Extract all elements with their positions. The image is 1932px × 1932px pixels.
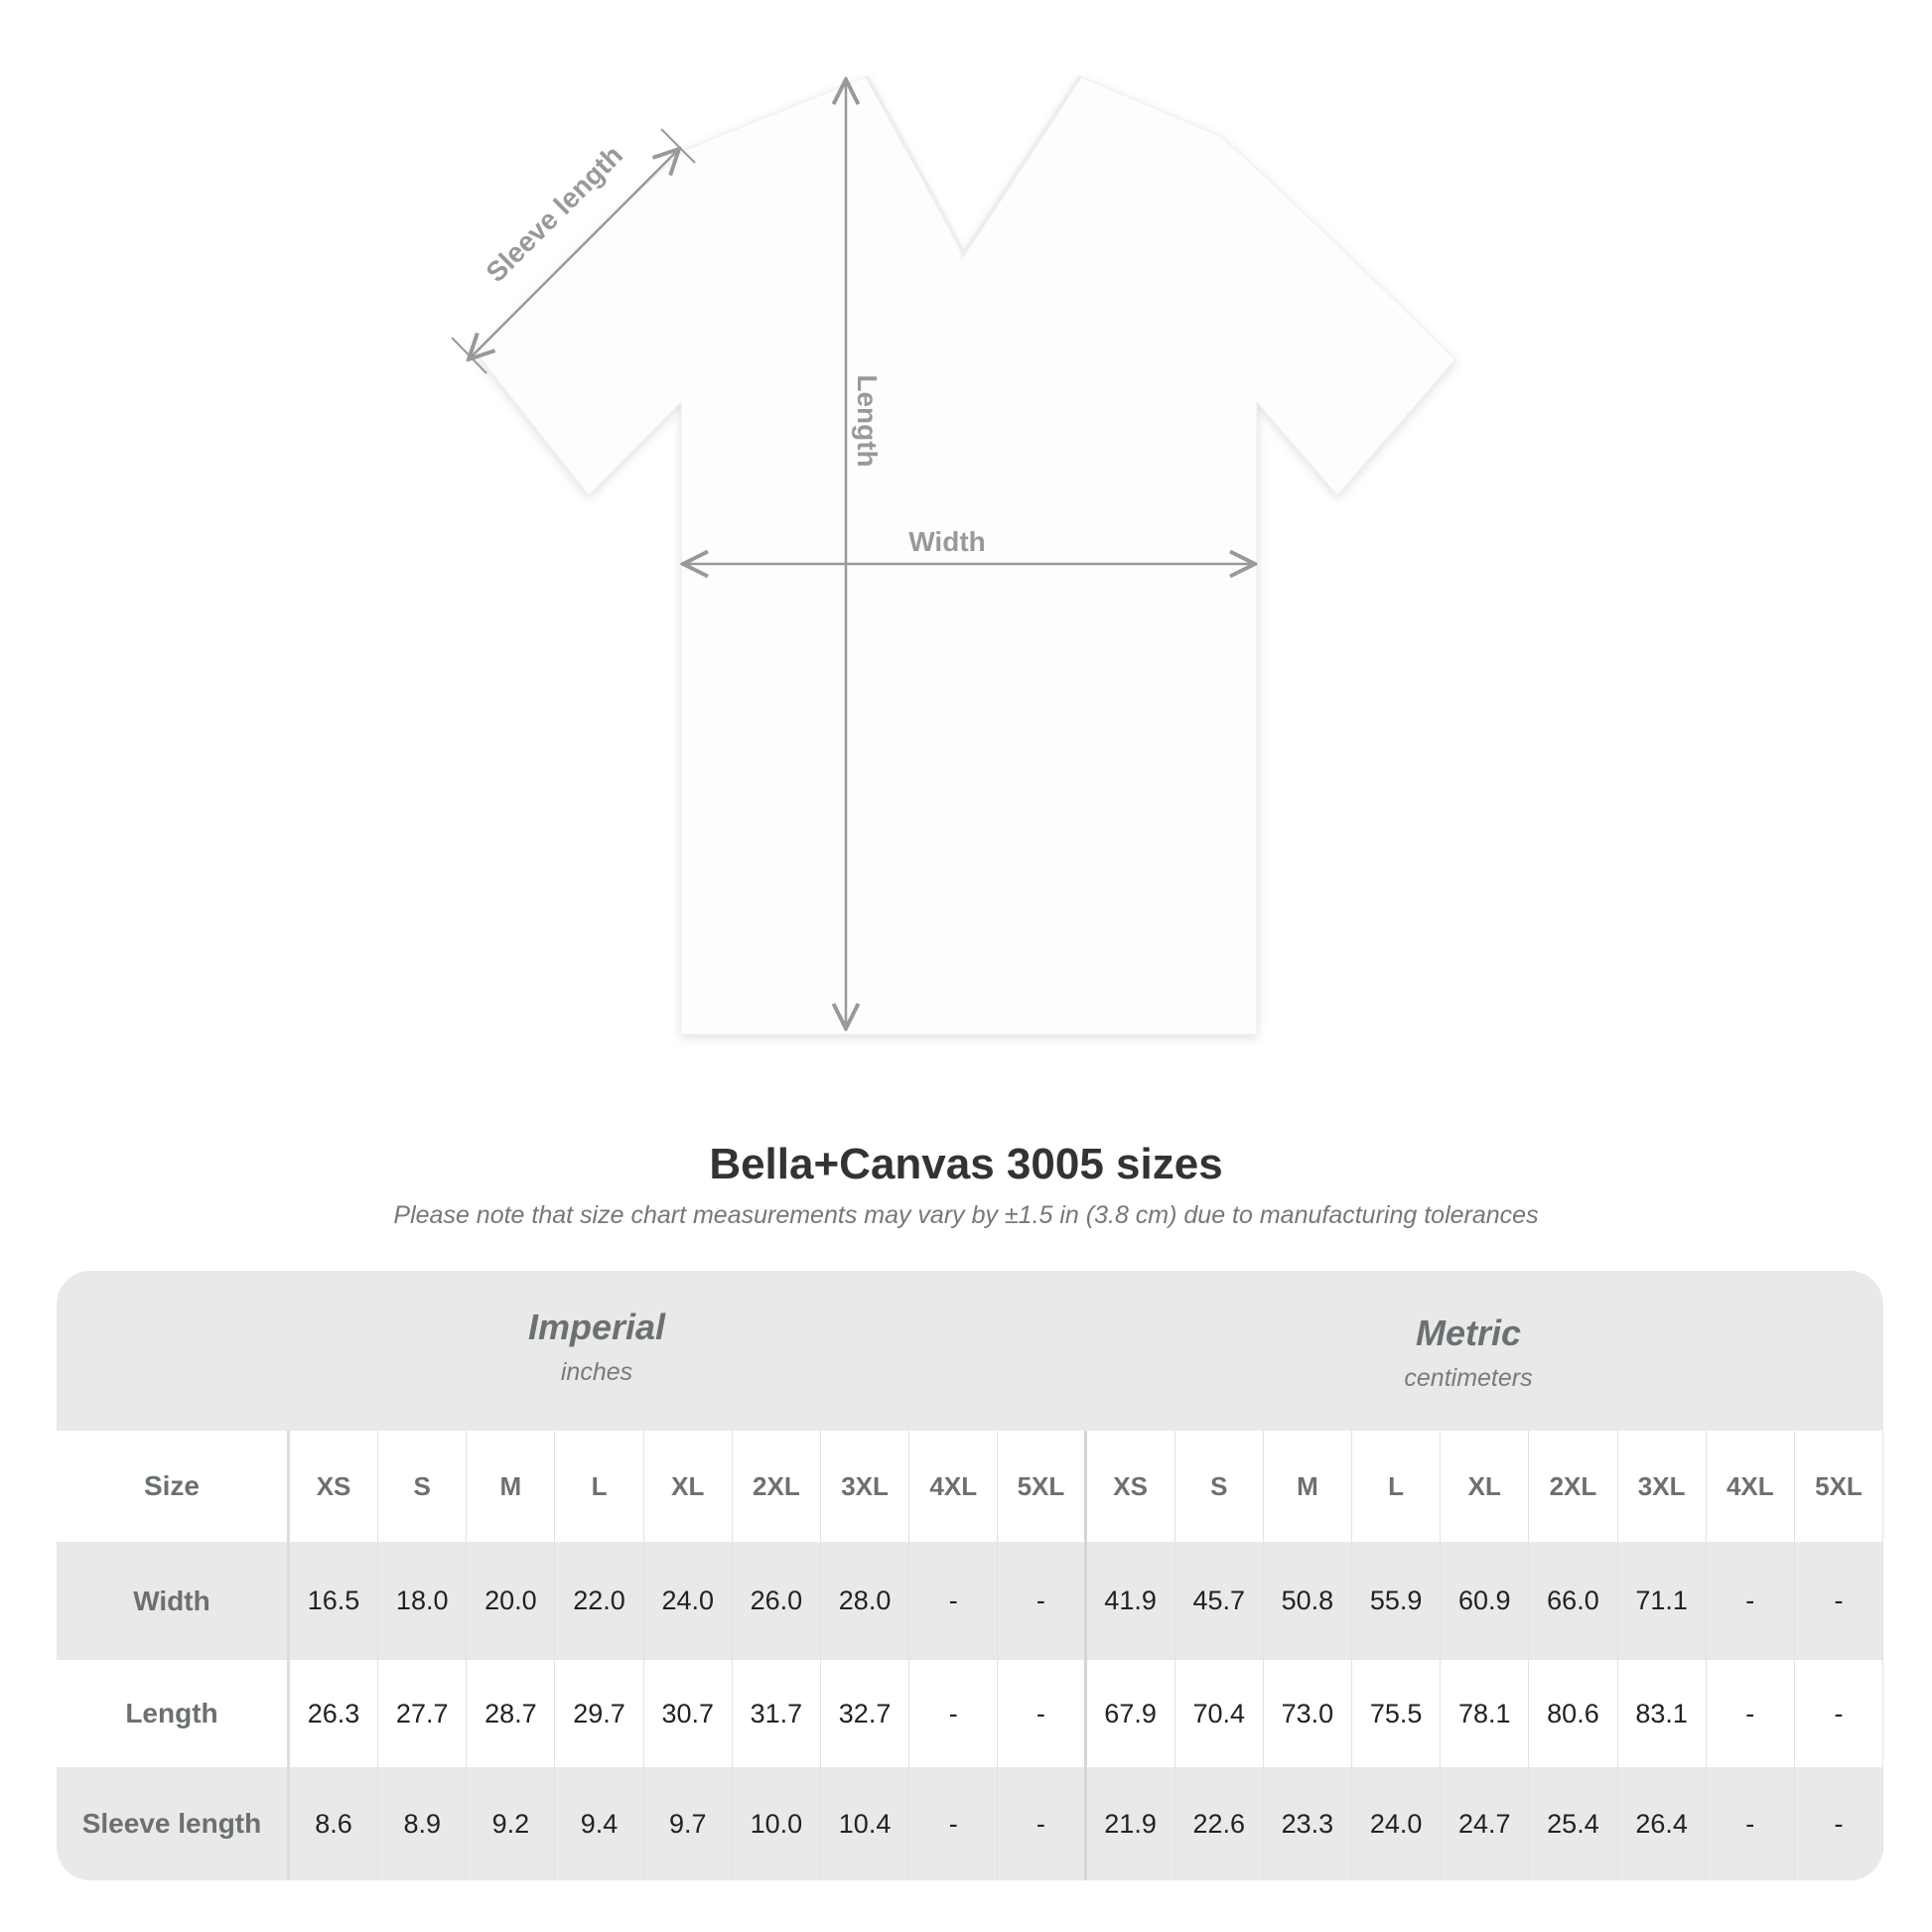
imperial-value: - bbox=[998, 1767, 1087, 1880]
size-metric-3xl: 3XL bbox=[1618, 1431, 1707, 1542]
imperial-value: 18.0 bbox=[378, 1542, 468, 1660]
table-row: Length 26.3 27.7 28.7 29.7 30.7 31.7 32.7- -67.9… bbox=[57, 1660, 1883, 1767]
size-metric-m: M bbox=[1264, 1431, 1353, 1542]
size-table: Imperial inches Metric centimeters Size X… bbox=[57, 1271, 1883, 1880]
imperial-value: 22.0 bbox=[555, 1542, 644, 1660]
length-label: Length bbox=[852, 374, 883, 467]
metric-value: 50.8 bbox=[1264, 1542, 1353, 1660]
imperial-value: 9.2 bbox=[467, 1767, 556, 1880]
metric-header: Metric centimeters bbox=[1404, 1312, 1533, 1392]
metric-value: - bbox=[1707, 1660, 1795, 1767]
imperial-value: - bbox=[998, 1542, 1087, 1660]
metric-value: - bbox=[1707, 1542, 1795, 1660]
size-imperial-2xl: 2XL bbox=[733, 1431, 821, 1542]
size-metric-xs: XS bbox=[1087, 1431, 1175, 1542]
size-metric-xl: XL bbox=[1441, 1431, 1530, 1542]
row-label: Sleeve length bbox=[57, 1767, 290, 1880]
metric-value: 70.4 bbox=[1175, 1660, 1264, 1767]
imperial-value: 20.0 bbox=[467, 1542, 556, 1660]
page-title: Bella+Canvas 3005 sizes bbox=[709, 1140, 1223, 1188]
tolerance-note: Please note that size chart measurements… bbox=[393, 1201, 1539, 1229]
metric-value: 25.4 bbox=[1529, 1767, 1618, 1880]
imperial-value: 28.7 bbox=[467, 1660, 556, 1767]
metric-value: 45.7 bbox=[1175, 1542, 1264, 1660]
size-header: Size bbox=[57, 1431, 290, 1542]
row-label: Width bbox=[57, 1542, 290, 1660]
metric-value: 73.0 bbox=[1264, 1660, 1353, 1767]
metric-value: 83.1 bbox=[1618, 1660, 1707, 1767]
metric-value: 55.9 bbox=[1352, 1542, 1442, 1660]
metric-value: 23.3 bbox=[1264, 1767, 1353, 1880]
imperial-value: 8.9 bbox=[378, 1767, 468, 1880]
size-imperial-l: L bbox=[555, 1431, 644, 1542]
imperial-value: - bbox=[998, 1660, 1087, 1767]
metric-value: 67.9 bbox=[1087, 1660, 1175, 1767]
table-row: Sleeve length 8.6 8.9 9.2 9.4 9.7 10.0 10.4- -21… bbox=[57, 1767, 1883, 1880]
metric-value: - bbox=[1707, 1767, 1795, 1880]
imperial-value: - bbox=[909, 1767, 999, 1880]
imperial-value: 24.0 bbox=[644, 1542, 733, 1660]
metric-value: 80.6 bbox=[1529, 1660, 1618, 1767]
metric-value: 22.6 bbox=[1175, 1767, 1264, 1880]
imperial-value: 8.6 bbox=[290, 1767, 379, 1880]
imperial-value: 9.4 bbox=[555, 1767, 644, 1880]
imperial-value: 31.7 bbox=[733, 1660, 821, 1767]
metric-value: - bbox=[1795, 1660, 1883, 1767]
metric-value: 71.1 bbox=[1618, 1542, 1707, 1660]
row-label: Length bbox=[57, 1660, 290, 1767]
group-header-band bbox=[57, 1271, 1883, 1431]
table-row: Width 16.5 18.0 20.0 22.0 24.0 26.0 28.0- -41.9 4… bbox=[57, 1542, 1883, 1660]
imperial-value: 9.7 bbox=[644, 1767, 733, 1880]
imperial-value: 26.0 bbox=[733, 1542, 821, 1660]
metric-value: - bbox=[1795, 1767, 1883, 1880]
imperial-value: 10.0 bbox=[733, 1767, 821, 1880]
width-label: Width bbox=[908, 526, 986, 557]
imperial-value: - bbox=[909, 1542, 999, 1660]
imperial-value: 32.7 bbox=[821, 1660, 910, 1767]
imperial-value: 29.7 bbox=[555, 1660, 644, 1767]
metric-value: 78.1 bbox=[1441, 1660, 1530, 1767]
metric-value: 41.9 bbox=[1087, 1542, 1175, 1660]
metric-value: 24.7 bbox=[1441, 1767, 1530, 1880]
tshirt-diagram: Width Length Sleeve length bbox=[451, 74, 1456, 1035]
imperial-value: 16.5 bbox=[290, 1542, 379, 1660]
size-metric-4xl: 4XL bbox=[1707, 1431, 1795, 1542]
size-imperial-m: M bbox=[467, 1431, 556, 1542]
metric-value: 26.4 bbox=[1618, 1767, 1707, 1880]
imperial-value: 10.4 bbox=[821, 1767, 910, 1880]
metric-value: - bbox=[1795, 1542, 1883, 1660]
metric-value: 24.0 bbox=[1352, 1767, 1442, 1880]
size-imperial-xs: XS bbox=[290, 1431, 379, 1542]
size-metric-l: L bbox=[1352, 1431, 1442, 1542]
imperial-value: 27.7 bbox=[378, 1660, 468, 1767]
metric-value: 60.9 bbox=[1441, 1542, 1530, 1660]
size-metric-s: S bbox=[1175, 1431, 1264, 1542]
imperial-value: 30.7 bbox=[644, 1660, 733, 1767]
size-imperial-4xl: 4XL bbox=[909, 1431, 999, 1542]
metric-value: 75.5 bbox=[1352, 1660, 1442, 1767]
size-imperial-xl: XL bbox=[644, 1431, 733, 1542]
imperial-value: 28.0 bbox=[821, 1542, 910, 1660]
metric-value: 66.0 bbox=[1529, 1542, 1618, 1660]
sleeve-arrow bbox=[469, 149, 679, 359]
size-metric-2xl: 2XL bbox=[1529, 1431, 1618, 1542]
size-imperial-5xl: 5XL bbox=[998, 1431, 1087, 1542]
size-metric-5xl: 5XL bbox=[1795, 1431, 1883, 1542]
size-header-row: Size XS S M L XL 2XL 3XL 4XL 5XL XS S M L XL 2XL 3XL 4XL 5… bbox=[57, 1431, 1883, 1542]
metric-value: 21.9 bbox=[1087, 1767, 1175, 1880]
size-imperial-s: S bbox=[378, 1431, 468, 1542]
imperial-value: 26.3 bbox=[290, 1660, 379, 1767]
imperial-value: - bbox=[909, 1660, 999, 1767]
size-imperial-3xl: 3XL bbox=[821, 1431, 910, 1542]
imperial-header: Imperial inches bbox=[527, 1307, 666, 1386]
